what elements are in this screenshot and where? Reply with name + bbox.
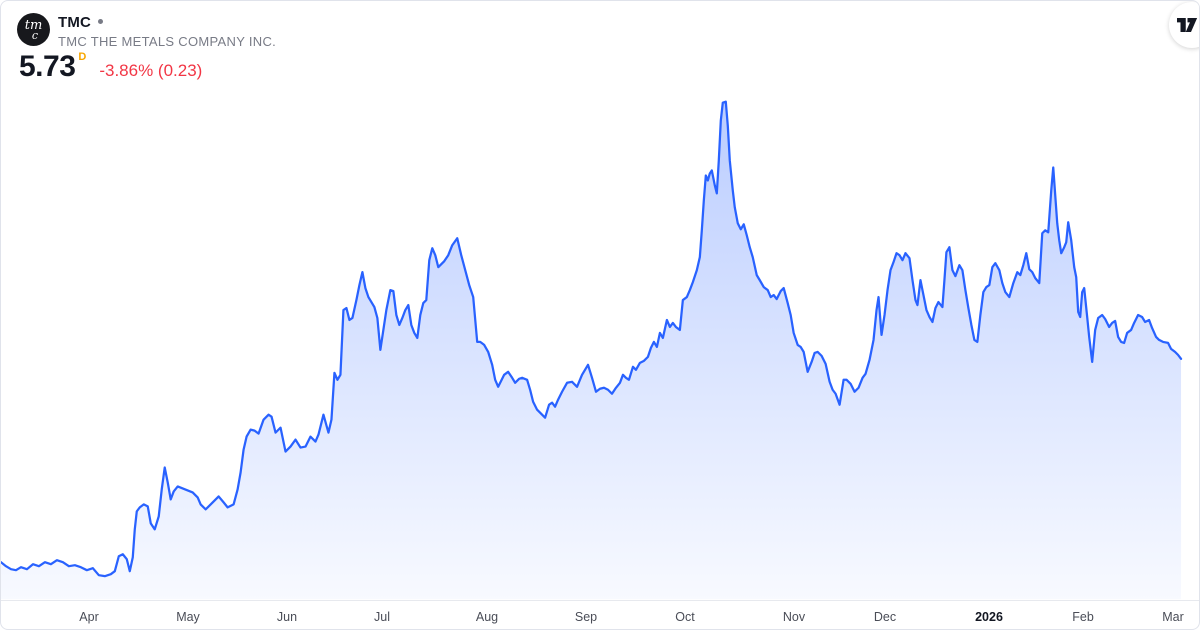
chart-price-line [1,100,1183,578]
x-tick-sep: Sep [574,610,598,624]
x-axis: Apr May Jun Jul Aug Sep Oct Nov Dec 2026 Feb Mar [1,610,1199,629]
x-tick-oct: Oct [675,610,695,624]
chart-area-fill [1,101,1182,600]
x-tick-nov: Nov [782,610,806,624]
logo-monogram-top: tm [24,17,43,33]
tradingview-attribution-button[interactable] [1169,2,1199,48]
x-tick-apr: Apr [79,610,99,624]
symbol-name[interactable]: TMC [58,13,92,31]
x-tick-feb: Feb [1072,610,1094,624]
timeframe-badge: D [78,51,87,63]
logo-monogram-bottom: c [31,28,39,42]
x-tick-jun: Jun [276,610,298,624]
symbol-header[interactable]: tm c TMC TMC THE METALS COMPANY INC. [17,13,276,49]
tmc-logo: tm c [17,13,50,46]
price-row: 5.73 D -3.86% (0.23) [19,50,203,83]
x-tick-mar: Mar [1162,610,1184,624]
x-tick-dec: Dec [873,610,897,624]
axis-separator [1,600,1199,601]
company-name: TMC THE METALS COMPANY INC. [58,34,277,49]
tradingview-logo-icon [1177,18,1198,32]
last-price: 5.73 [19,50,76,83]
market-status-dot [98,18,104,24]
x-tick-jul: Jul [374,610,390,624]
x-tick-may: May [176,610,200,624]
price-change: -3.86% (0.23) [99,61,203,80]
x-tick-aug: Aug [475,610,499,624]
x-tick-2026: 2026 [975,610,1003,624]
